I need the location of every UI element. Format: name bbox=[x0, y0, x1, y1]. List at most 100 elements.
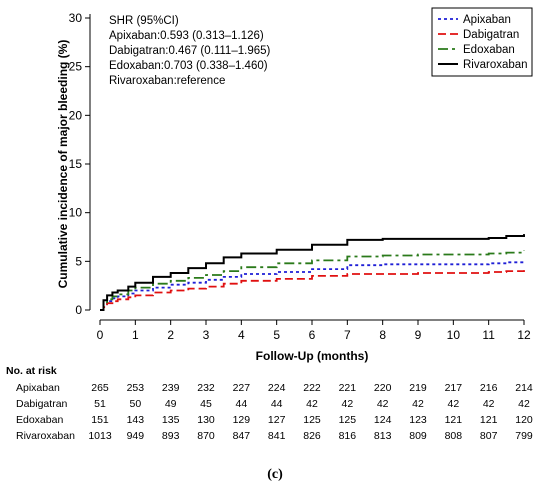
x-tick-label: 2 bbox=[167, 328, 174, 342]
legend-label: Rivaroxaban bbox=[463, 59, 528, 71]
y-tick-label: 10 bbox=[69, 206, 83, 220]
at-risk-value: 216 bbox=[480, 382, 498, 394]
x-tick-label: 0 bbox=[97, 328, 104, 342]
y-tick-label: 30 bbox=[69, 11, 83, 25]
at-risk-value: 125 bbox=[303, 414, 321, 426]
at-risk-value: 220 bbox=[374, 382, 392, 394]
at-risk-row-label: Rivaroxaban bbox=[16, 430, 75, 442]
at-risk-value: 807 bbox=[480, 430, 498, 442]
x-tick-label: 5 bbox=[273, 328, 280, 342]
at-risk-value: 870 bbox=[197, 430, 215, 442]
y-tick-label: 25 bbox=[69, 60, 83, 74]
x-axis-title: Follow-Up (months) bbox=[256, 349, 369, 363]
at-risk-value: 42 bbox=[483, 398, 495, 410]
annotation-line: Apixaban:0.593 (0.313–1.126) bbox=[109, 30, 264, 42]
legend-box bbox=[431, 7, 533, 77]
x-tick-label: 12 bbox=[517, 328, 531, 342]
at-risk-value: 219 bbox=[409, 382, 427, 394]
at-risk-value: 42 bbox=[412, 398, 424, 410]
series-line-dabigatran bbox=[100, 270, 525, 311]
y-tick-label: 20 bbox=[69, 108, 83, 122]
legend-label: Edoxaban bbox=[463, 44, 515, 56]
at-risk-value: 841 bbox=[268, 430, 286, 442]
at-risk-value: 127 bbox=[268, 414, 286, 426]
at-risk-value: 42 bbox=[377, 398, 389, 410]
at-risk-value: 224 bbox=[268, 382, 286, 394]
at-risk-value: 45 bbox=[200, 398, 212, 410]
at-risk-value: 49 bbox=[165, 398, 177, 410]
x-tick-label: 9 bbox=[415, 328, 422, 342]
legend-label: Apixaban bbox=[463, 14, 511, 26]
y-tick-label: 0 bbox=[75, 303, 82, 317]
x-tick-label: 1 bbox=[132, 328, 139, 342]
at-risk-value: 44 bbox=[271, 398, 283, 410]
at-risk-value: 143 bbox=[127, 414, 145, 426]
series-line-apixaban bbox=[100, 261, 525, 311]
at-risk-value: 808 bbox=[445, 430, 463, 442]
at-risk-value: 44 bbox=[235, 398, 247, 410]
at-risk-value: 221 bbox=[339, 382, 357, 394]
at-risk-value: 227 bbox=[233, 382, 251, 394]
x-tick-label: 10 bbox=[447, 328, 461, 342]
at-risk-title: No. at risk bbox=[6, 365, 57, 377]
at-risk-value: 239 bbox=[162, 382, 180, 394]
at-risk-value: 813 bbox=[374, 430, 392, 442]
at-risk-value: 50 bbox=[129, 398, 141, 410]
at-risk-value: 253 bbox=[127, 382, 145, 394]
plot-layer bbox=[100, 234, 525, 311]
at-risk-value: 222 bbox=[303, 382, 321, 394]
at-risk-value: 1013 bbox=[88, 430, 112, 442]
annotation-line: Rivaroxaban:reference bbox=[109, 75, 225, 87]
at-risk-value: 847 bbox=[233, 430, 251, 442]
at-risk-value: 217 bbox=[445, 382, 463, 394]
at-risk-value: 121 bbox=[480, 414, 498, 426]
y-tick-label: 15 bbox=[69, 157, 83, 171]
at-risk-value: 265 bbox=[91, 382, 109, 394]
series-line-edoxaban bbox=[100, 250, 525, 311]
at-risk-table: No. at risk Apixaban 265 253 239 232 227 224 222… bbox=[6, 365, 533, 442]
at-risk-row-label: Edoxaban bbox=[16, 414, 63, 426]
annotation-block: SHR (95%CI) Apixaban:0.593 (0.313–1.126) D… bbox=[109, 15, 271, 87]
at-risk-value: 121 bbox=[445, 414, 463, 426]
at-risk-value: 42 bbox=[306, 398, 318, 410]
x-tick-label: 4 bbox=[238, 328, 245, 342]
series-line-rivaroxaban bbox=[100, 234, 525, 311]
at-risk-value: 816 bbox=[339, 430, 357, 442]
at-risk-value: 125 bbox=[339, 414, 357, 426]
at-risk-value: 42 bbox=[341, 398, 353, 410]
at-risk-value: 120 bbox=[515, 414, 533, 426]
at-risk-row-label: Apixaban bbox=[16, 382, 60, 394]
y-tick-label: 5 bbox=[75, 254, 82, 268]
at-risk-value: 809 bbox=[409, 430, 427, 442]
at-risk-value: 232 bbox=[197, 382, 215, 394]
at-risk-value: 42 bbox=[518, 398, 530, 410]
x-tick-label: 8 bbox=[379, 328, 386, 342]
y-axis-title: Cumulative incidence of major bleeding (… bbox=[56, 40, 70, 289]
at-risk-value: 124 bbox=[374, 414, 392, 426]
at-risk-value: 51 bbox=[94, 398, 106, 410]
x-tick-label: 11 bbox=[482, 328, 495, 342]
legend-label: Dabigatran bbox=[463, 29, 519, 41]
at-risk-value: 129 bbox=[233, 414, 251, 426]
x-tick-label: 6 bbox=[309, 328, 316, 342]
at-risk-value: 123 bbox=[409, 414, 427, 426]
legend: Apixaban Dabigatran Edoxaban Rivaroxaban bbox=[431, 7, 533, 77]
at-risk-value: 799 bbox=[515, 430, 533, 442]
at-risk-value: 130 bbox=[197, 414, 215, 426]
at-risk-value: 214 bbox=[515, 382, 533, 394]
at-risk-row-label: Dabigatran bbox=[16, 398, 68, 410]
at-risk-value: 151 bbox=[91, 414, 109, 426]
at-risk-value: 42 bbox=[447, 398, 459, 410]
at-risk-value: 826 bbox=[303, 430, 321, 442]
panel-label: (c) bbox=[267, 467, 283, 482]
annotation-line: Edoxaban:0.703 (0.338–1.460) bbox=[109, 60, 268, 72]
at-risk-value: 893 bbox=[162, 430, 180, 442]
at-risk-value: 949 bbox=[127, 430, 145, 442]
x-tick-label: 7 bbox=[344, 328, 351, 342]
at-risk-value: 135 bbox=[162, 414, 180, 426]
annotation-line: SHR (95%CI) bbox=[109, 15, 179, 27]
x-tick-label: 3 bbox=[203, 328, 210, 342]
